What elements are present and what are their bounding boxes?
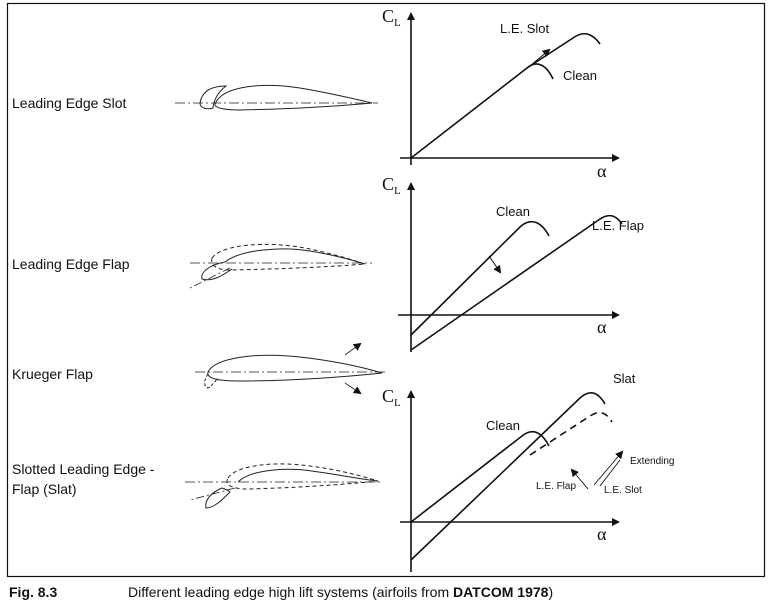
graph2-clean-curve [410,220,550,336]
airfoil-slotted-le-flap [185,463,382,509]
graph2-label-le-flap: L.E. Flap [592,218,644,233]
graph1-cl-subscript: L [394,17,401,29]
caption-figure-number: Fig. 8.3 [9,584,57,600]
graph2-cl-subscript: L [394,185,401,197]
airfoil-krueger-flap [195,342,385,395]
graph3-cl-subscript: L [394,397,401,409]
airfoil-leading-edge-slot [175,84,378,111]
graph1-arrow [529,48,551,67]
graph2-cl-symbol: C [382,174,394,194]
figure-frame [6,2,766,578]
label-krueger-flap: Krueger Flap [12,366,93,382]
graph3-cl-symbol: C [382,386,394,406]
graph1-slot-curve [526,32,601,69]
graph3-label-le-flap: L.E. Flap [536,481,576,492]
label-slotted-le-line2: Flap (Slat) [12,481,77,497]
graph-leading-edge-slot [400,12,620,165]
graph3-inset-arrows [570,450,624,490]
graph3-clean-curve [410,430,550,523]
graph3-label-extending: Extending [630,456,674,467]
caption-close: ) [548,584,553,600]
label-slotted-le-line1: Slotted Leading Edge - [12,461,155,477]
graph1-label-le-slot: L.E. Slot [500,21,550,36]
graph3-label-clean: Clean [486,418,520,433]
caption-text: Different leading edge high lift systems… [128,584,553,600]
graph3-label-slat: Slat [613,371,636,386]
graph-slat [400,390,620,572]
graph1-clean-curve [410,63,554,159]
label-leading-edge-slot: Leading Edge Slot [12,95,127,111]
graph2-label-clean: Clean [496,204,530,219]
graph1-alpha-symbol: α [597,161,607,181]
graph2-le-flap-curve [410,214,623,351]
graph1-label-clean: Clean [563,68,597,83]
caption-body: Different leading edge high lift systems… [128,584,453,600]
airfoil-leading-edge-flap [189,243,372,289]
label-leading-edge-flap: Leading Edge Flap [12,256,130,272]
graph-leading-edge-flap [398,182,623,352]
graph3-slat-curve [410,391,606,561]
graph3-label-le-slot: L.E. Slot [604,485,642,496]
graph2-arrow [488,255,502,274]
caption-source: DATCOM 1978 [453,584,549,600]
graph3-alpha-symbol: α [597,524,607,544]
graph1-cl-symbol: C [382,6,394,26]
graph2-alpha-symbol: α [597,317,607,337]
